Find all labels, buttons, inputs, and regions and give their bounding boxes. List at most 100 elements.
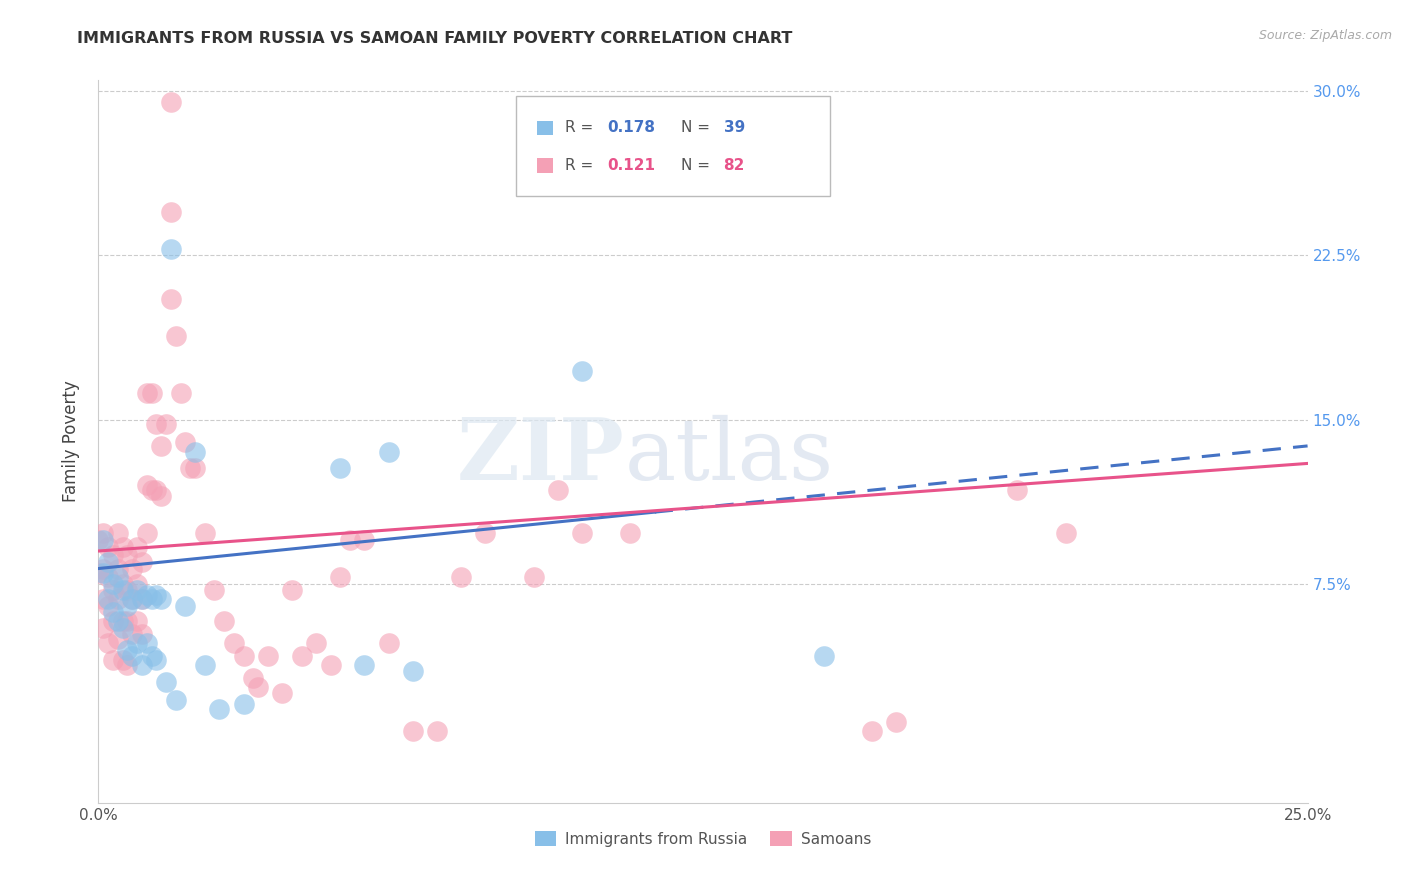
Point [860,723,883,738]
Text: 0.178: 0.178 [607,120,655,136]
Bar [537,120,553,136]
Point [135,588,157,602]
Point [329,570,352,584]
Point [87,533,110,547]
Point [222,636,245,650]
Point [111,583,134,598]
Point [91,526,114,541]
Point [117,583,139,598]
Text: R =: R = [565,120,599,136]
Point [141,649,163,664]
Legend: Immigrants from Russia, Samoans: Immigrants from Russia, Samoans [529,825,877,853]
Text: IMMIGRANTS FROM RUSSIA VS SAMOAN FAMILY POVERTY CORRELATION CHART: IMMIGRANTS FROM RUSSIA VS SAMOAN FAMILY … [77,31,793,46]
Point [271,686,294,700]
Point [305,636,328,650]
Point [174,599,197,613]
Point [174,434,197,449]
Point [87,566,110,580]
Text: ZIP: ZIP [457,414,624,498]
Text: Source: ZipAtlas.com: Source: ZipAtlas.com [1258,29,1392,42]
Point [131,657,153,672]
Point [184,445,207,459]
Text: 0.121: 0.121 [607,158,655,173]
Point [101,549,124,563]
Point [184,460,207,475]
Point [101,653,124,667]
Point [91,566,114,580]
Point [121,649,143,664]
Point [97,592,120,607]
Text: 39: 39 [724,120,745,136]
Point [813,649,835,664]
Point [179,460,201,475]
Point [145,588,167,602]
Point [107,632,129,646]
Point [131,627,153,641]
Point [141,592,163,607]
Point [121,592,143,607]
Point [127,583,149,598]
Point [319,657,342,672]
Point [212,614,235,628]
Bar [516,96,830,196]
Point [107,570,129,584]
Point [117,614,139,628]
Point [232,649,254,664]
Point [141,386,163,401]
Point [127,636,149,650]
Point [121,592,143,607]
Point [160,95,183,110]
Point [107,561,129,575]
Point [101,577,124,591]
Point [619,526,641,541]
Point [131,592,153,607]
Point [160,204,183,219]
Point [169,386,191,401]
Point [107,526,129,541]
Point [97,555,120,569]
Point [256,649,278,664]
Point [101,605,124,619]
Point [91,621,114,635]
Point [127,577,149,591]
Point [127,614,149,628]
Point [97,540,120,554]
Point [121,561,143,575]
Point [91,592,114,607]
Point [135,636,157,650]
Point [377,445,399,459]
Point [523,570,546,584]
Point [571,364,593,378]
Point [150,439,173,453]
Point [150,489,173,503]
Point [242,671,264,685]
Text: R =: R = [565,158,599,173]
Point [290,649,312,664]
Point [145,417,167,431]
Text: 82: 82 [724,158,745,173]
Point [111,540,134,554]
Point [107,592,129,607]
Point [145,653,167,667]
Point [97,636,120,650]
Point [329,460,352,475]
Point [101,583,124,598]
Point [145,483,167,497]
Point [141,483,163,497]
Point [131,555,153,569]
Y-axis label: Family Poverty: Family Poverty [62,381,80,502]
Point [165,329,187,343]
Point [97,570,120,584]
Point [155,675,177,690]
Point [135,386,157,401]
Point [111,614,134,628]
Point [97,599,120,613]
Point [135,526,157,541]
Point [377,636,399,650]
Point [131,592,153,607]
Point [165,693,187,707]
Point [117,657,139,672]
Point [1054,526,1077,541]
Point [886,714,908,729]
Point [107,614,129,628]
